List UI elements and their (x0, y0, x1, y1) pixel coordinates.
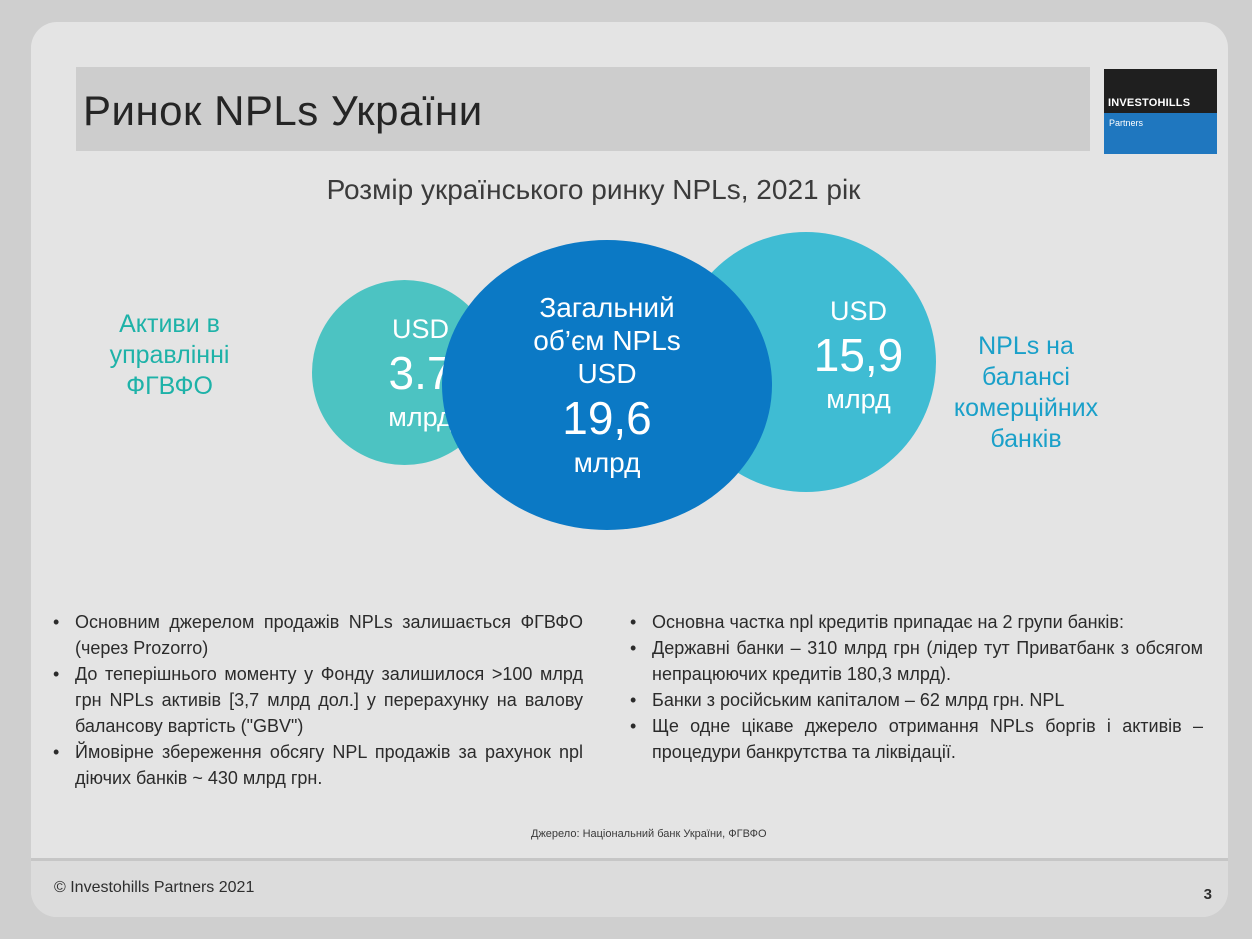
list-item: Ймовірне збереження обсягу NPL продажів … (49, 739, 583, 791)
list-item: Основним джерелом продажів NPLs залишаєт… (49, 609, 583, 661)
slide: Ринок NPLs України INVESTOHILLS Partners… (31, 22, 1228, 917)
side-label-right-line: комерційних (953, 394, 1099, 422)
circle-right-value: 15,9 (813, 329, 904, 381)
circle-center-unit: млрд (573, 447, 641, 478)
circle-center-line1: Загальний (539, 292, 675, 323)
copyright: © Investohills Partners 2021 (54, 879, 255, 896)
source-note: Джерело: Національний банк України, ФГВФ… (531, 828, 767, 840)
circle-left-unit: млрд (388, 401, 453, 432)
list-item: Ще одне цікаве джерело отримання NPLs бо… (626, 713, 1203, 765)
side-label-left-line: Активи в (119, 310, 220, 338)
page-title: Ринок NPLs України (83, 87, 483, 134)
circle-total-npls: Загальний об’єм NPLs USD 19,6 млрд (442, 240, 772, 530)
side-label-right-line: NPLs на (978, 332, 1074, 360)
circle-left-value: 3.7 (388, 346, 453, 399)
circle-center-currency: USD (577, 358, 637, 389)
title-bar (76, 67, 1090, 151)
logo-name: INVESTOHILLS (1108, 97, 1191, 109)
circle-center-line2: об’єм NPLs (533, 325, 681, 356)
chart-subtitle: Розмір українського ринку NPLs, 2021 рік (326, 174, 861, 205)
side-label-left-line: управлінні (109, 341, 230, 369)
page-number: 3 (1203, 886, 1212, 903)
footer: © Investohills Partners 2021 3 (31, 858, 1228, 917)
logo-stripe (1104, 113, 1217, 154)
circle-right-currency: USD (829, 296, 887, 326)
logo: INVESTOHILLS Partners (1104, 69, 1217, 154)
list-item: Основна частка npl кредитів припадає на … (626, 609, 1203, 635)
list-item: До теперішнього моменту у Фонду залишило… (49, 661, 583, 739)
circle-left-currency: USD (391, 313, 449, 344)
list-item: Банки з російським капіталом – 62 млрд г… (626, 687, 1203, 713)
circle-center-value: 19,6 (562, 392, 652, 444)
side-label-left-line: ФГВФО (126, 372, 213, 400)
bullet-list-left: Основним джерелом продажів NPLs залишаєт… (49, 609, 583, 791)
list-item: Державні банки – 310 млрд грн (лідер тут… (626, 635, 1203, 687)
circle-right-unit: млрд (826, 384, 891, 414)
side-label-right-line: банків (990, 425, 1062, 453)
logo-sub: Partners (1109, 118, 1144, 128)
side-label-left: Активи в управлінні ФГВФО (97, 309, 242, 402)
side-label-right-line: балансі (981, 363, 1070, 391)
bullet-list-right: Основна частка npl кредитів припадає на … (626, 609, 1203, 765)
side-label-right: NPLs на балансі комерційних банків (936, 331, 1116, 455)
